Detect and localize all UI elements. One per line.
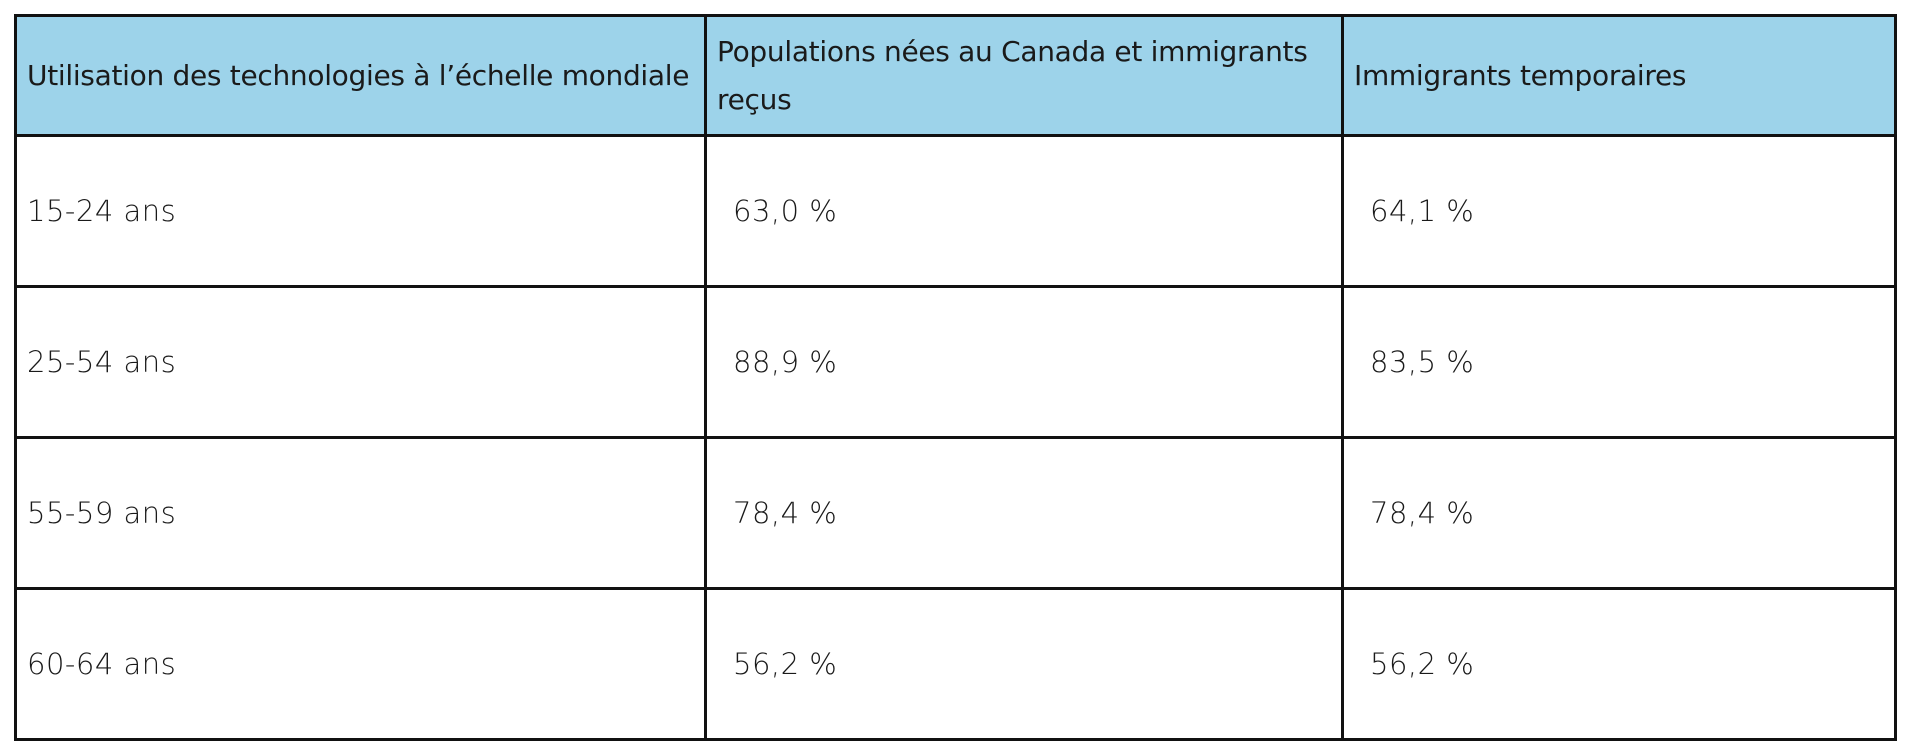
temporary-value-cell: 64,1 % [1341, 134, 1897, 288]
table-row: 15-24 ans 63,0 % 64,1 % [14, 134, 1897, 288]
table-row: 60-64 ans 56,2 % 56,2 % [14, 587, 1897, 741]
canada-value-cell: 63,0 % [704, 134, 1344, 288]
temporary-value-cell: 56,2 % [1341, 587, 1897, 741]
temporary-value-cell: 78,4 % [1341, 436, 1897, 590]
table-row: 55-59 ans 78,4 % 78,4 % [14, 436, 1897, 590]
age-group-cell: 60-64 ans [14, 587, 707, 741]
canada-value-cell: 88,9 % [704, 285, 1344, 439]
header-temporary-immigrants: Immigrants temporaires [1341, 14, 1897, 137]
age-group-cell: 55-59 ans [14, 436, 707, 590]
temporary-value-cell: 83,5 % [1341, 285, 1897, 439]
canada-value-cell: 56,2 % [704, 587, 1344, 741]
header-row: Utilisation des technologies à l’échelle… [14, 14, 1897, 137]
technology-usage-table: Utilisation des technologies à l’échelle… [14, 14, 1897, 741]
age-group-cell: 15-24 ans [14, 134, 707, 288]
canada-value-cell: 78,4 % [704, 436, 1344, 590]
header-global-technology-use: Utilisation des technologies à l’échelle… [14, 14, 707, 137]
technology-usage-table-container: Utilisation des technologies à l’échelle… [14, 14, 1897, 741]
table-row: 25-54 ans 88,9 % 83,5 % [14, 285, 1897, 439]
header-canada-born-and-landed-immigrants: Populations nées au Canada et immigrants… [704, 14, 1344, 137]
age-group-cell: 25-54 ans [14, 285, 707, 439]
